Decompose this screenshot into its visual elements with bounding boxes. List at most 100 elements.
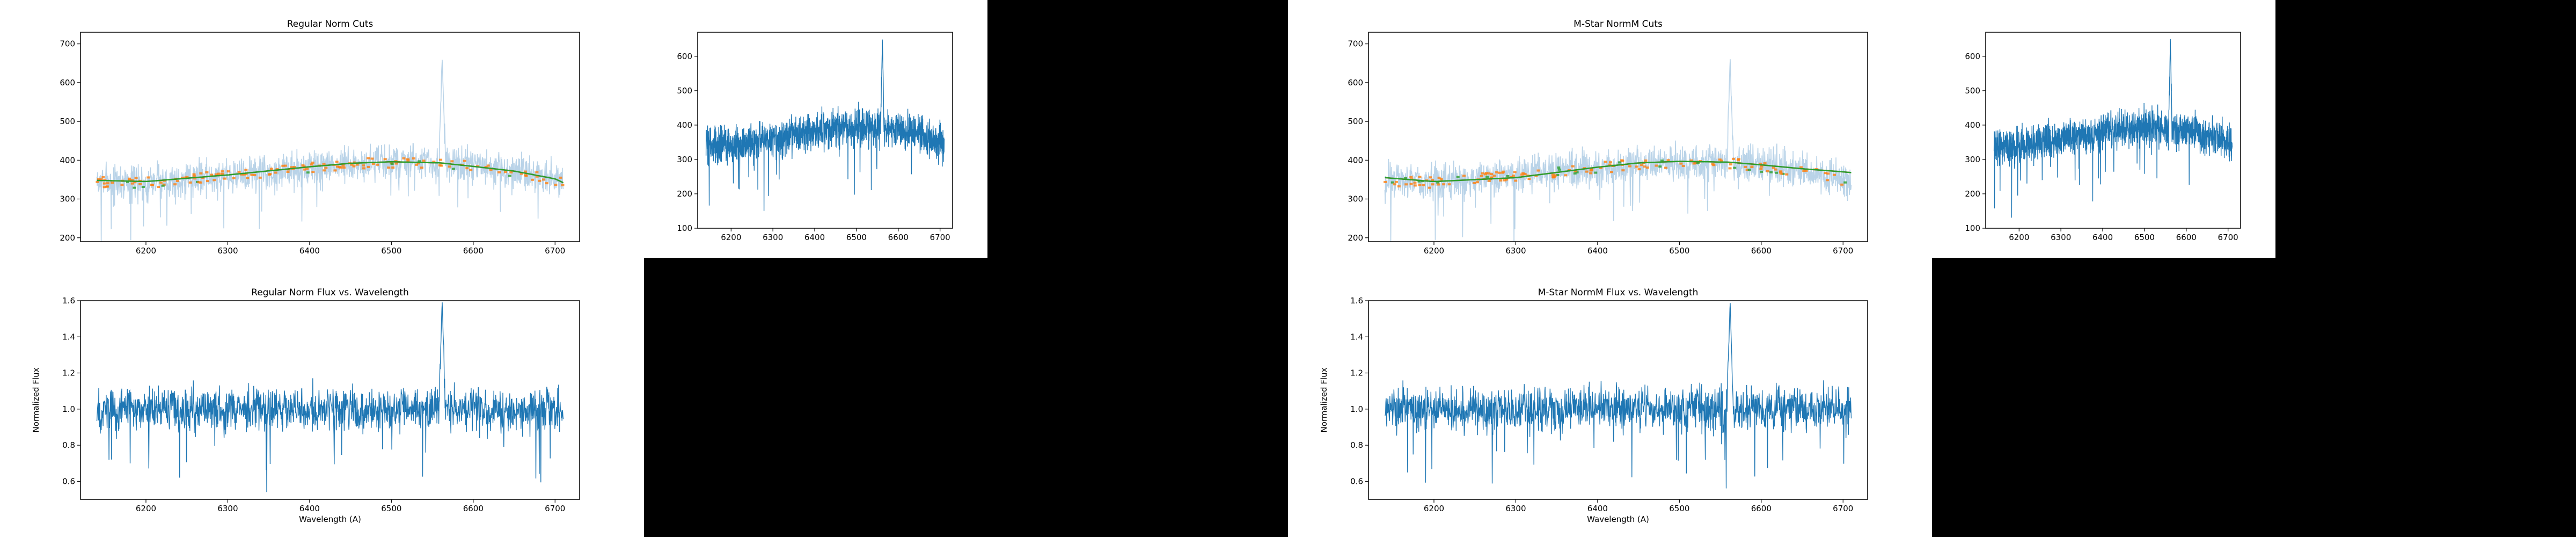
y-tick-label: 0.6 — [62, 476, 75, 486]
cut-point — [159, 181, 163, 184]
cut-point — [1571, 165, 1575, 168]
cut-point — [1824, 172, 1827, 175]
x-tick-label: 6700 — [2218, 233, 2238, 242]
y-tick-label: 600 — [60, 78, 75, 88]
x-tick-label: 6300 — [217, 504, 238, 513]
cut-point — [1573, 172, 1577, 175]
cut-point — [519, 172, 523, 175]
cut-point — [163, 179, 166, 182]
cut-point — [1520, 173, 1524, 176]
cut-point — [1490, 173, 1494, 176]
cut-point — [448, 165, 451, 168]
y-tick-label: 400 — [1348, 155, 1363, 165]
cut-point — [1391, 181, 1394, 184]
cut-point — [1413, 182, 1417, 184]
cut-point — [376, 163, 379, 166]
cut-point — [1681, 165, 1685, 168]
cut-point — [1503, 179, 1507, 182]
x-tick-label: 6600 — [1751, 504, 1772, 513]
cut-point — [335, 165, 339, 168]
cut-point — [1480, 175, 1483, 177]
cut-point — [1590, 168, 1593, 171]
fit-line — [1385, 161, 1851, 183]
cut-point — [1484, 173, 1488, 176]
cut-point — [352, 165, 356, 168]
cut-point — [463, 159, 466, 162]
cut-point — [1640, 164, 1644, 166]
cut-point — [370, 157, 374, 160]
cut-point — [130, 179, 134, 182]
x-tick-label: 6300 — [1505, 246, 1526, 256]
x-tick-label: 6500 — [381, 504, 401, 513]
cut-point — [554, 184, 558, 186]
x-tick-label: 6400 — [1587, 246, 1608, 256]
cut-point — [1481, 172, 1484, 175]
cut-point — [221, 172, 224, 175]
cut-point — [250, 173, 254, 176]
cut-point — [1557, 168, 1561, 171]
axes-frame — [1985, 32, 2241, 229]
y-tick-label: 500 — [1965, 86, 1980, 96]
cut-point — [197, 181, 201, 184]
cut-point — [1437, 176, 1441, 179]
cut-point — [1418, 176, 1422, 178]
cut-point — [322, 163, 326, 165]
plot-regular-raw: 6200 6300 6400 6500 6600 6700 100 200 300 400 500 6… — [677, 32, 953, 242]
cut-point — [342, 166, 346, 169]
cut-point — [240, 173, 244, 176]
cut-point — [1608, 163, 1612, 166]
cut-point — [1413, 184, 1417, 187]
cut-point — [406, 159, 410, 162]
cut-point — [1760, 170, 1763, 173]
y-tick-label: 300 — [60, 194, 75, 204]
spectrum-line — [1384, 59, 1852, 242]
cut-point — [1774, 168, 1777, 171]
cut-point — [302, 165, 306, 168]
y-tick-label: 1.6 — [1350, 296, 1363, 306]
cut-point — [267, 173, 271, 176]
x-tick-label: 6200 — [1424, 246, 1444, 256]
cut-point — [1575, 171, 1579, 173]
chart-title: M-Star NormM Flux vs. Wavelength — [1538, 287, 1699, 298]
cut-point — [244, 173, 248, 176]
x-tick-label: 6600 — [2176, 233, 2197, 242]
y-tick-label: 600 — [1348, 78, 1363, 88]
cut-point — [306, 171, 310, 174]
cut-point — [414, 163, 418, 166]
cut-point — [1731, 157, 1735, 160]
cut-point — [130, 182, 134, 185]
cut-point — [274, 171, 277, 174]
cut-point — [1404, 183, 1408, 186]
cut-point — [1679, 162, 1683, 165]
cut-point — [103, 186, 106, 188]
cut-point — [232, 177, 236, 179]
cut-point — [258, 176, 262, 179]
cut-point — [1664, 166, 1667, 169]
cut-point — [1589, 172, 1593, 175]
y-tick-label: 1.2 — [62, 368, 75, 378]
cut-point — [383, 158, 387, 161]
cut-point — [1689, 159, 1693, 162]
spectrum-line — [96, 60, 564, 242]
cut-point — [1666, 159, 1670, 162]
cut-point — [199, 181, 202, 184]
cut-point — [545, 182, 548, 185]
cut-point — [508, 175, 511, 177]
cut-point — [1497, 171, 1501, 174]
cut-point — [1769, 171, 1773, 173]
x-tick-label: 6500 — [2134, 233, 2155, 242]
cut-point — [362, 164, 365, 167]
cut-point — [283, 164, 287, 167]
x-axis-label: Wavelength (A) — [299, 514, 361, 524]
y-tick-label: 0.8 — [62, 440, 75, 450]
y-tick-label: 600 — [677, 52, 692, 61]
cut-point — [1729, 163, 1733, 166]
y-tick-label: 600 — [1965, 52, 1980, 61]
cut-point — [180, 177, 184, 179]
cut-point — [226, 170, 230, 173]
cut-point — [422, 159, 426, 162]
cut-point — [524, 175, 528, 177]
cut-point — [333, 169, 337, 172]
x-tick-label: 6200 — [1424, 504, 1444, 513]
x-tick-label: 6300 — [763, 233, 783, 242]
